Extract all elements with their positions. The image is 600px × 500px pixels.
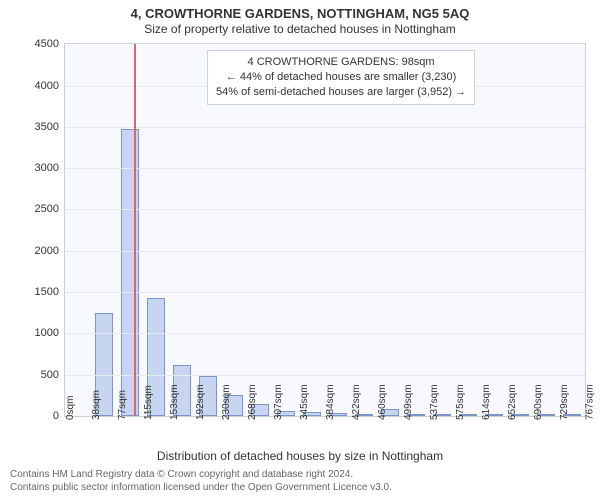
- x-tick-label: 652sqm: [507, 384, 518, 420]
- legend-line-1: 4 CROWTHORNE GARDENS: 98sqm: [216, 55, 466, 70]
- bar-slot: 729sqm767sqm: [563, 44, 581, 416]
- x-tick-label: 307sqm: [273, 384, 284, 420]
- y-tick-label: 2000: [35, 245, 59, 257]
- x-tick-label: 614sqm: [481, 384, 492, 420]
- chart-container: 4, CROWTHORNE GARDENS, NOTTINGHAM, NG5 5…: [0, 0, 600, 500]
- y-tick-label: 3500: [35, 121, 59, 133]
- x-tick-label: 460sqm: [377, 384, 388, 420]
- x-tick-label: 537sqm: [429, 384, 440, 420]
- footer-block: Contains HM Land Registry data © Crown c…: [0, 465, 600, 500]
- bar-slot: 614sqm: [485, 44, 503, 416]
- bar-slot: 0sqm: [69, 44, 87, 416]
- gridline: [65, 44, 585, 45]
- x-tick-label: 153sqm: [169, 384, 180, 420]
- bar-slot: 153sqm: [173, 44, 191, 416]
- chart-zone: Number of detached properties 4 CROWTHOR…: [0, 37, 600, 451]
- legend-line-3: 54% of semi-detached houses are larger (…: [216, 85, 466, 100]
- x-tick-label: 115sqm: [143, 385, 154, 420]
- gridline: [65, 416, 585, 417]
- gridline: [65, 333, 585, 334]
- bar-slot: 652sqm: [511, 44, 529, 416]
- x-tick-label: 345sqm: [299, 384, 310, 420]
- y-tick-label: 1000: [35, 327, 59, 339]
- gridline: [65, 251, 585, 252]
- bar-slot: 77sqm: [121, 44, 139, 416]
- gridline: [65, 168, 585, 169]
- x-tick-label: 230sqm: [221, 384, 232, 420]
- x-tick-label: 192sqm: [195, 384, 206, 420]
- x-tick-label: 729sqm: [559, 384, 570, 420]
- x-tick-label: 767sqm: [585, 384, 596, 420]
- y-tick-label: 3000: [35, 162, 59, 174]
- gridline: [65, 127, 585, 128]
- gridline: [65, 292, 585, 293]
- x-tick-label: 384sqm: [325, 384, 336, 420]
- main-title: 4, CROWTHORNE GARDENS, NOTTINGHAM, NG5 5…: [0, 6, 600, 22]
- bar-slot: 115sqm: [147, 44, 165, 416]
- title-block: 4, CROWTHORNE GARDENS, NOTTINGHAM, NG5 5…: [0, 0, 600, 37]
- legend-box: 4 CROWTHORNE GARDENS: 98sqm ← 44% of det…: [207, 50, 475, 105]
- plot-area: 4 CROWTHORNE GARDENS: 98sqm ← 44% of det…: [64, 43, 586, 417]
- y-tick-label: 4000: [35, 80, 59, 92]
- y-tick-label: 0: [53, 410, 59, 422]
- x-axis-label: Distribution of detached houses by size …: [0, 449, 600, 463]
- property-marker-line: [134, 44, 136, 416]
- bar-slot: 690sqm: [537, 44, 555, 416]
- footer-line-1: Contains HM Land Registry data © Crown c…: [10, 469, 590, 482]
- y-tick-label: 500: [41, 369, 59, 381]
- x-tick-label: 575sqm: [455, 384, 466, 420]
- sub-title: Size of property relative to detached ho…: [0, 22, 600, 37]
- bar-slot: 38sqm: [95, 44, 113, 416]
- x-tick-label: 268sqm: [247, 384, 258, 420]
- x-tick-label: 499sqm: [403, 384, 414, 420]
- x-tick-label: 422sqm: [351, 384, 362, 420]
- legend-line-2: ← 44% of detached houses are smaller (3,…: [216, 70, 466, 85]
- y-tick-label: 4500: [35, 38, 59, 50]
- footer-line-2: Contains public sector information licen…: [10, 482, 590, 495]
- y-tick-label: 1500: [35, 286, 59, 298]
- gridline: [65, 209, 585, 210]
- histogram-bar: [121, 129, 139, 416]
- gridline: [65, 375, 585, 376]
- y-tick-label: 2500: [35, 203, 59, 215]
- x-tick-label: 690sqm: [533, 384, 544, 420]
